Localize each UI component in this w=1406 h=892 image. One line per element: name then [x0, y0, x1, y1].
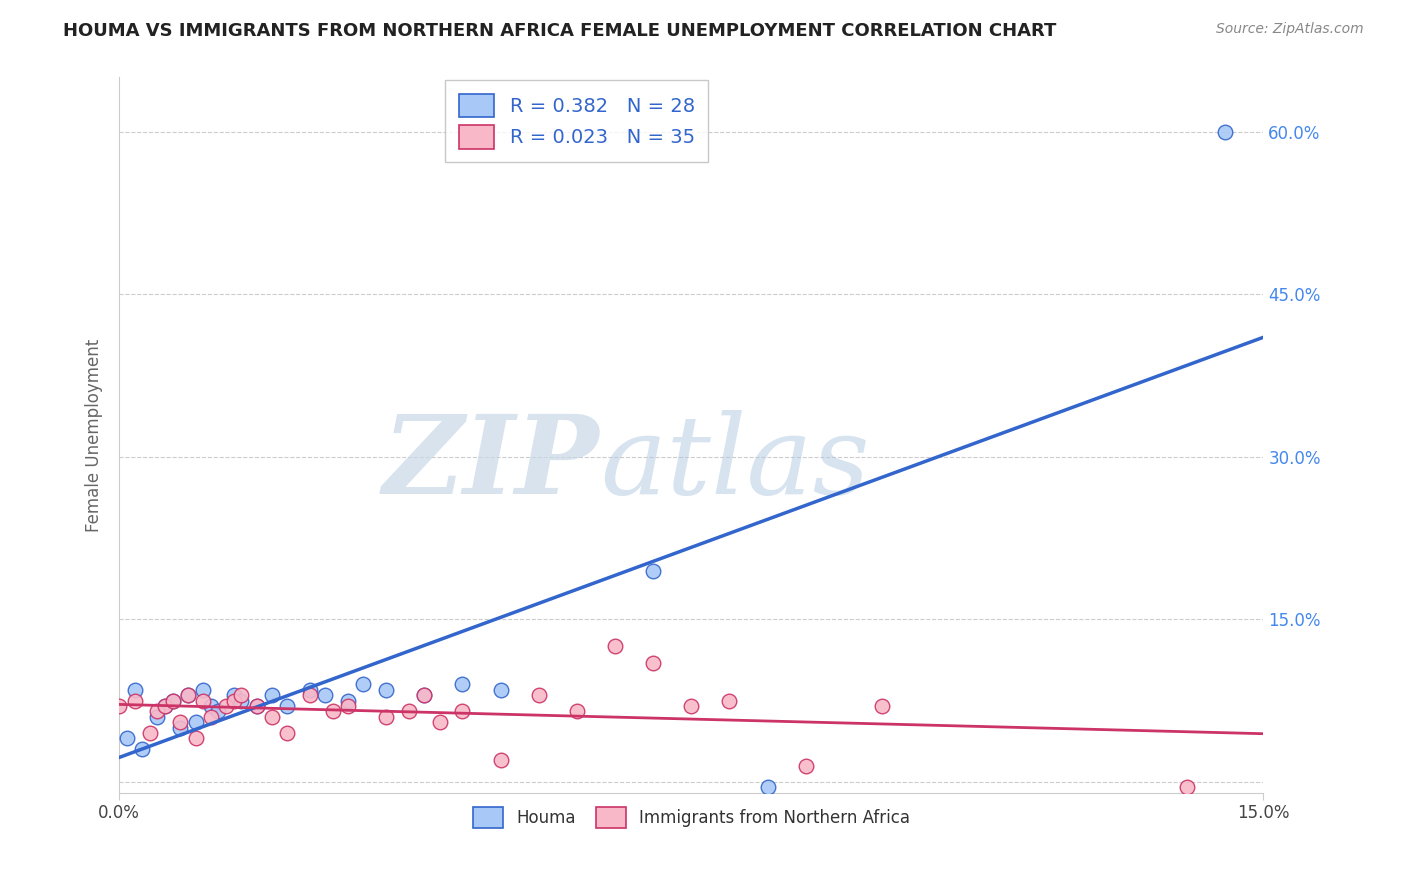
Point: [222, 688, 245, 702]
Point: [200, 698, 222, 713]
Point: [276, 698, 298, 713]
Point: [193, 693, 215, 707]
Point: [337, 693, 360, 707]
Point: [245, 698, 267, 713]
Point: [337, 698, 360, 713]
Point: [146, 710, 169, 724]
Point: [1213, 125, 1236, 139]
Point: [222, 693, 245, 707]
Point: [352, 677, 374, 691]
Point: [153, 698, 176, 713]
Text: ZIP: ZIP: [384, 410, 600, 517]
Point: [322, 705, 344, 719]
Point: [139, 726, 162, 740]
Point: [162, 693, 184, 707]
Text: atlas: atlas: [600, 410, 869, 517]
Point: [565, 705, 588, 719]
Point: [231, 693, 253, 707]
Point: [413, 688, 436, 702]
Point: [1175, 780, 1198, 795]
Text: Source: ZipAtlas.com: Source: ZipAtlas.com: [1216, 22, 1364, 37]
Y-axis label: Female Unemployment: Female Unemployment: [86, 338, 103, 532]
Point: [215, 698, 238, 713]
Legend: Houma, Immigrants from Northern Africa: Houma, Immigrants from Northern Africa: [465, 801, 917, 834]
Point: [489, 753, 512, 767]
Point: [681, 698, 703, 713]
Point: [146, 705, 169, 719]
Point: [603, 640, 626, 654]
Point: [124, 693, 146, 707]
Point: [643, 656, 665, 670]
Point: [398, 705, 420, 719]
Point: [870, 698, 893, 713]
Point: [298, 682, 321, 697]
Point: [162, 693, 184, 707]
Point: [718, 693, 741, 707]
Point: [756, 780, 779, 795]
Point: [184, 715, 207, 730]
Point: [108, 698, 131, 713]
Point: [794, 758, 817, 772]
Point: [489, 682, 512, 697]
Point: [153, 698, 176, 713]
Point: [314, 688, 336, 702]
Point: [193, 682, 215, 697]
Point: [177, 688, 200, 702]
Point: [375, 682, 398, 697]
Text: HOUMA VS IMMIGRANTS FROM NORTHERN AFRICA FEMALE UNEMPLOYMENT CORRELATION CHART: HOUMA VS IMMIGRANTS FROM NORTHERN AFRICA…: [63, 22, 1057, 40]
Point: [413, 688, 436, 702]
Point: [177, 688, 200, 702]
Point: [298, 688, 321, 702]
Point: [451, 677, 474, 691]
Point: [245, 698, 267, 713]
Point: [260, 710, 283, 724]
Point: [260, 688, 283, 702]
Point: [207, 705, 229, 719]
Point: [643, 564, 665, 578]
Point: [169, 715, 191, 730]
Point: [451, 705, 474, 719]
Point: [131, 742, 153, 756]
Point: [115, 731, 138, 746]
Point: [124, 682, 146, 697]
Point: [231, 688, 253, 702]
Point: [276, 726, 298, 740]
Point: [200, 710, 222, 724]
Point: [375, 710, 398, 724]
Point: [169, 721, 191, 735]
Point: [184, 731, 207, 746]
Point: [429, 715, 451, 730]
Point: [527, 688, 550, 702]
